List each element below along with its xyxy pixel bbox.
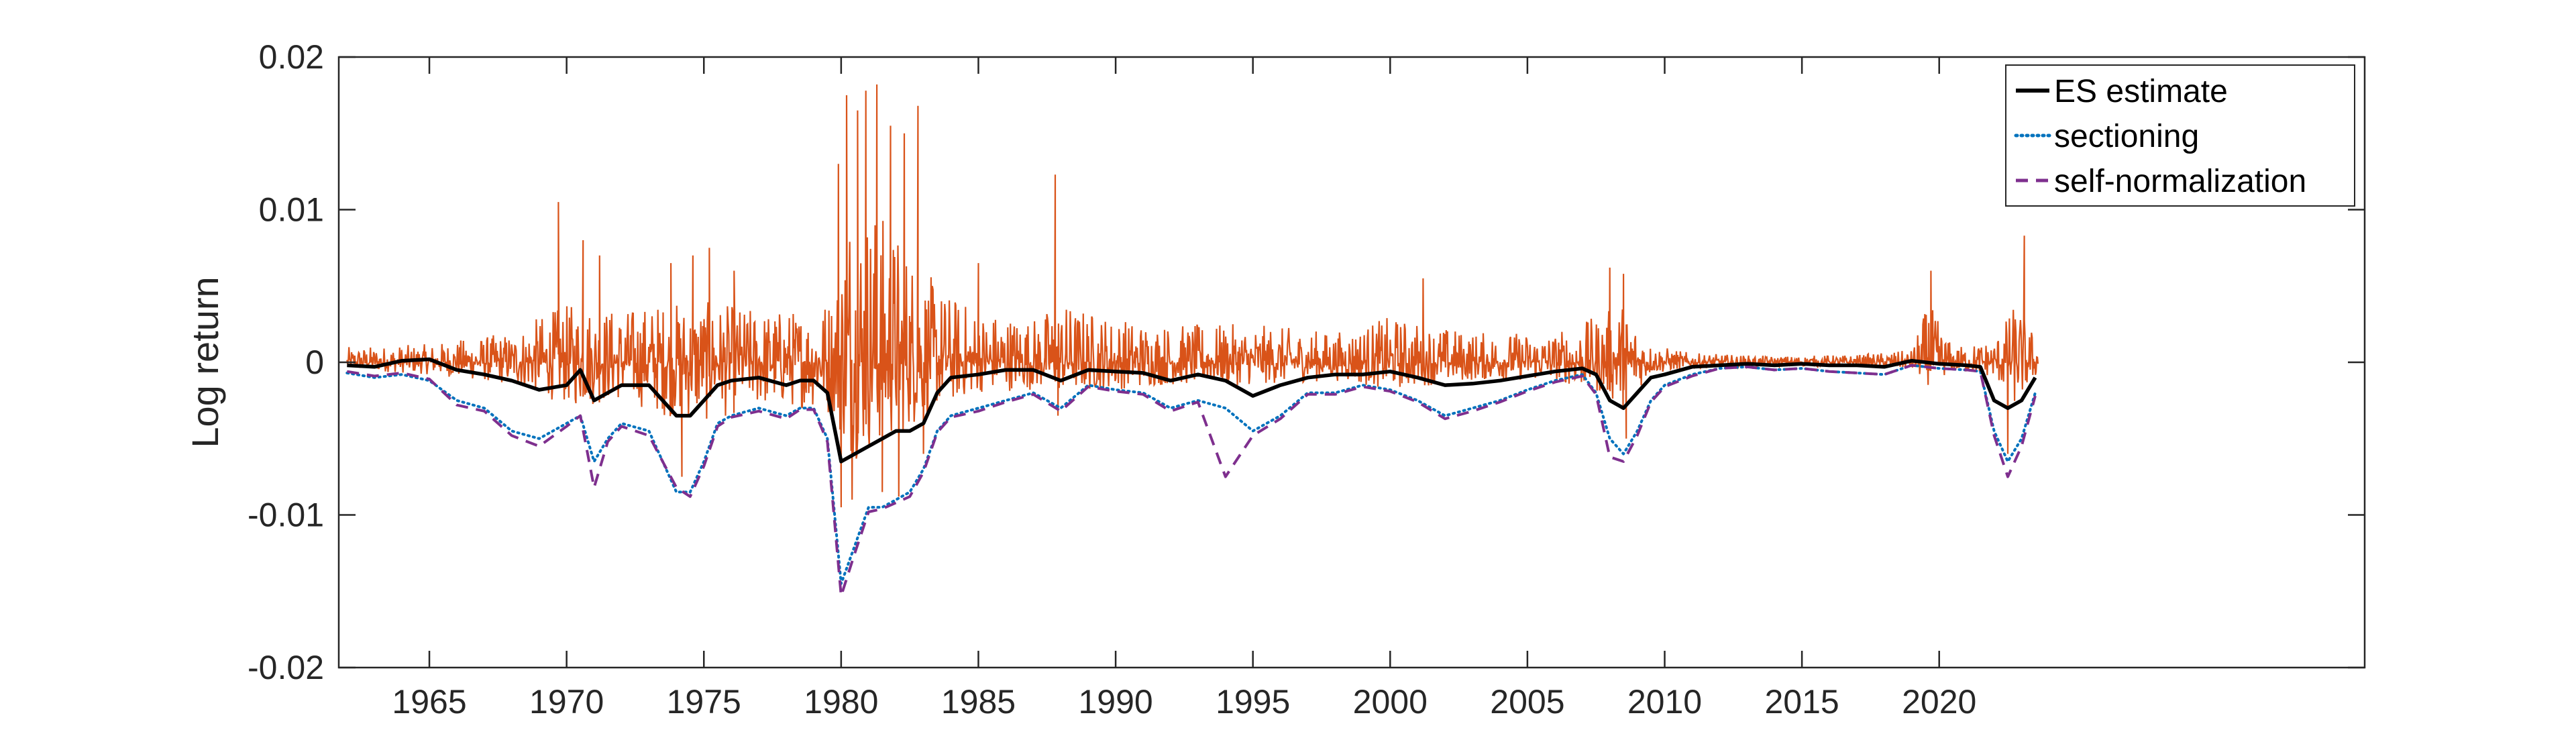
legend-label-sectioning: sectioning	[2054, 119, 2199, 154]
legend-label-self-normalization: self-normalization	[2054, 164, 2306, 199]
y-tick-label: -0.02	[248, 649, 324, 686]
series-line-es-estimate	[347, 357, 2037, 464]
y-tick-label: 0.01	[259, 191, 324, 229]
x-tick-label: 2000	[1353, 683, 1428, 721]
legend-box	[2005, 64, 2355, 207]
x-tick-label: 2005	[1490, 683, 1564, 721]
y-axis-label: Log return	[184, 276, 226, 447]
returns-line	[346, 84, 2039, 508]
x-tick-label: 1985	[941, 683, 1016, 721]
x-tick-label: 1970	[529, 683, 604, 721]
x-tick-label: 1980	[804, 683, 878, 721]
y-axis: 0.02 0.01 0 -0.01 -0.02	[248, 38, 2365, 686]
series-line-self-normalization	[346, 364, 2037, 598]
estimate-lines	[345, 357, 2037, 598]
x-tick-label: 1995	[1216, 683, 1290, 721]
returns-series	[346, 84, 2039, 508]
x-axis: 1965 1970 1975 1980 1985 1990 1995 2000 2005 2010…	[392, 57, 1976, 721]
x-tick-label: 2020	[1902, 683, 1976, 721]
legend: ES estimate sectioning self-normalizatio…	[2005, 64, 2355, 207]
x-tick-label: 1975	[667, 683, 741, 721]
legend-label-es-estimate: ES estimate	[2054, 74, 2228, 109]
x-tick-label: 1965	[392, 683, 466, 721]
x-tick-label: 2015	[1764, 683, 1839, 721]
x-tick-label: 1990	[1078, 683, 1152, 721]
y-tick-label: -0.01	[248, 496, 324, 534]
y-tick-label: 0	[305, 344, 324, 381]
x-tick-label: 2010	[1627, 683, 1702, 721]
y-tick-label: 0.02	[259, 38, 324, 76]
